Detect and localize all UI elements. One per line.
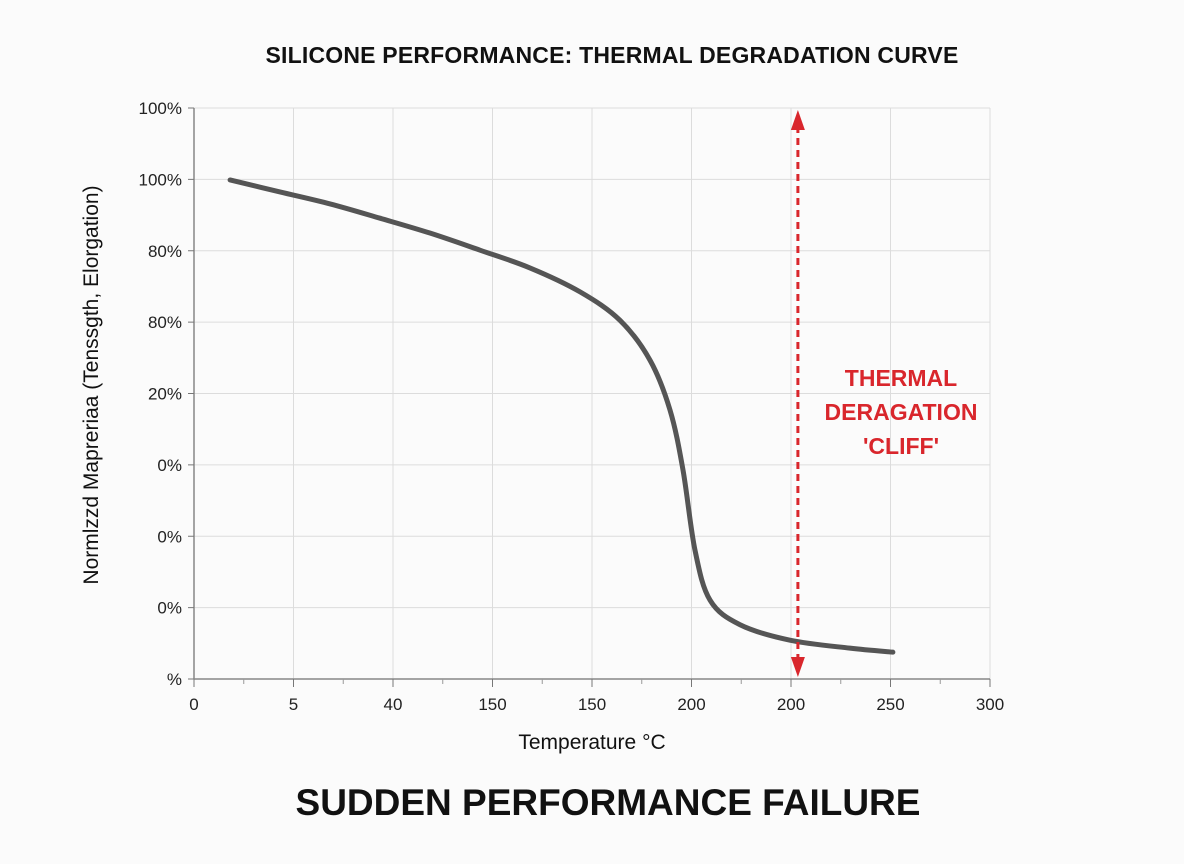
x-tick-label: 250: [876, 695, 904, 714]
annotation-text: DERAGATION: [825, 399, 978, 425]
y-tick-label: 80%: [148, 313, 182, 332]
chart-title: SILICONE PERFORMANCE: THERMAL DEGRADATIO…: [265, 42, 959, 68]
x-tick-label: 150: [478, 695, 506, 714]
footer-caption: SUDDEN PERFORMANCE FAILURE: [295, 782, 921, 823]
y-tick-label: 0%: [157, 599, 182, 618]
x-tick-label: 0: [189, 695, 198, 714]
x-tick-label: 200: [777, 695, 805, 714]
y-tick-label: 0%: [157, 456, 182, 475]
arrow-down-icon: [790, 657, 805, 677]
x-axis-label: Temperature °C: [518, 731, 665, 754]
x-tick-label: 300: [976, 695, 1004, 714]
y-axis-label: Normlzzd Mapreriaa (Tenssgth, Elorgation…: [80, 185, 103, 584]
arrow-up-icon: [790, 110, 805, 130]
series-line: [227, 177, 896, 655]
annotation-text: THERMAL: [845, 365, 957, 391]
y-tick-label: 100%: [139, 99, 182, 118]
y-tick-label: 80%: [148, 242, 182, 261]
x-tick-label: 5: [289, 695, 298, 714]
annotation-text: 'CLIFF': [863, 433, 939, 459]
y-tick-label: %: [167, 670, 182, 689]
x-tick-label: 200: [677, 695, 705, 714]
y-tick-label: 100%: [139, 170, 182, 189]
y-tick-label: 0%: [157, 527, 182, 546]
x-tick-label: 40: [384, 695, 403, 714]
y-tick-label: 20%: [148, 385, 182, 404]
x-tick-label: 150: [578, 695, 606, 714]
